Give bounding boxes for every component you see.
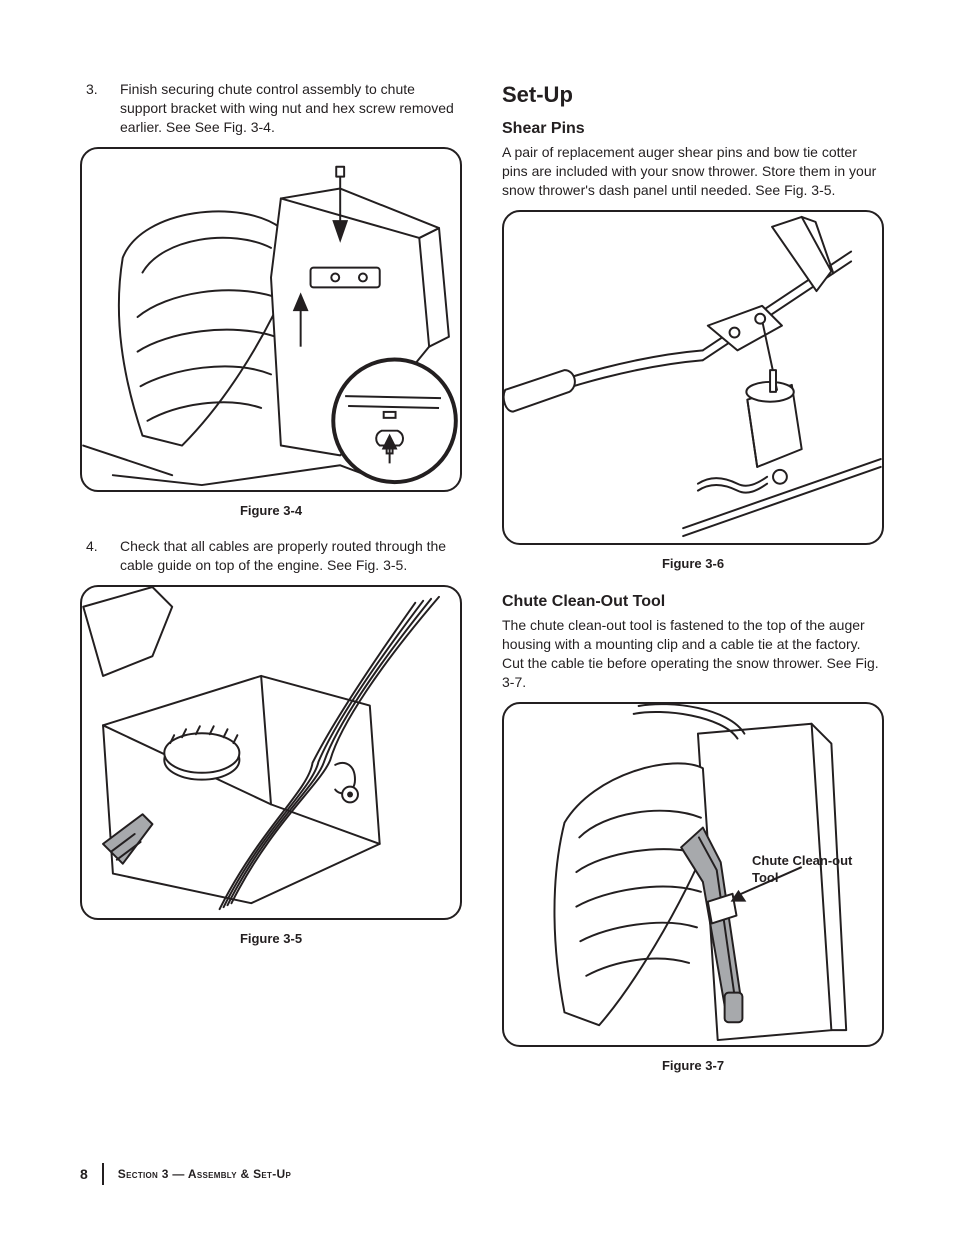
figure-caption: Figure 3-5	[80, 930, 462, 948]
figure-frame	[502, 210, 884, 545]
list-item-4: 4. Check that all cables are properly ro…	[80, 537, 462, 575]
paragraph-shear-pins: A pair of replacement auger shear pins a…	[502, 143, 884, 200]
figure-3-7: Chute Clean-out Tool Figure 3-7	[502, 702, 884, 1075]
section-heading-setup: Set-Up	[502, 80, 884, 110]
figure-3-5-illustration	[82, 587, 460, 918]
figure-3-6: Figure 3-6	[502, 210, 884, 573]
list-text: Finish securing chute control assembly t…	[120, 80, 462, 137]
list-text: Check that all cables are properly route…	[120, 537, 462, 575]
figure-caption: Figure 3-4	[80, 502, 462, 520]
page-number: 8	[80, 1165, 88, 1184]
right-column: Set-Up Shear Pins A pair of replacement …	[502, 80, 884, 1092]
figure-3-6-illustration	[504, 212, 882, 543]
manual-page: 3. Finish securing chute control assembl…	[0, 0, 954, 1235]
list-number: 3.	[80, 80, 120, 137]
figure-caption: Figure 3-7	[502, 1057, 884, 1075]
left-column: 3. Finish securing chute control assembl…	[80, 80, 462, 1092]
figure-caption: Figure 3-6	[502, 555, 884, 573]
callout-chute-cleanout-tool: Chute Clean-out Tool	[752, 852, 882, 887]
footer-separator	[102, 1163, 104, 1185]
figure-frame	[80, 585, 462, 920]
page-footer: 8 Section 3 — Assembly & Set-Up	[80, 1163, 291, 1185]
figure-3-4-illustration	[82, 149, 460, 490]
footer-section-label: Section 3 — Assembly & Set-Up	[118, 1166, 291, 1182]
figure-frame: Chute Clean-out Tool	[502, 702, 884, 1047]
subheading-shear-pins: Shear Pins	[502, 118, 884, 140]
figure-3-5: Figure 3-5	[80, 585, 462, 948]
list-number: 4.	[80, 537, 120, 575]
figure-3-4: Figure 3-4	[80, 147, 462, 520]
subheading-chute-tool: Chute Clean-Out Tool	[502, 591, 884, 613]
two-column-layout: 3. Finish securing chute control assembl…	[80, 80, 884, 1092]
figure-frame	[80, 147, 462, 492]
paragraph-chute-tool: The chute clean-out tool is fastened to …	[502, 616, 884, 692]
list-item-3: 3. Finish securing chute control assembl…	[80, 80, 462, 137]
